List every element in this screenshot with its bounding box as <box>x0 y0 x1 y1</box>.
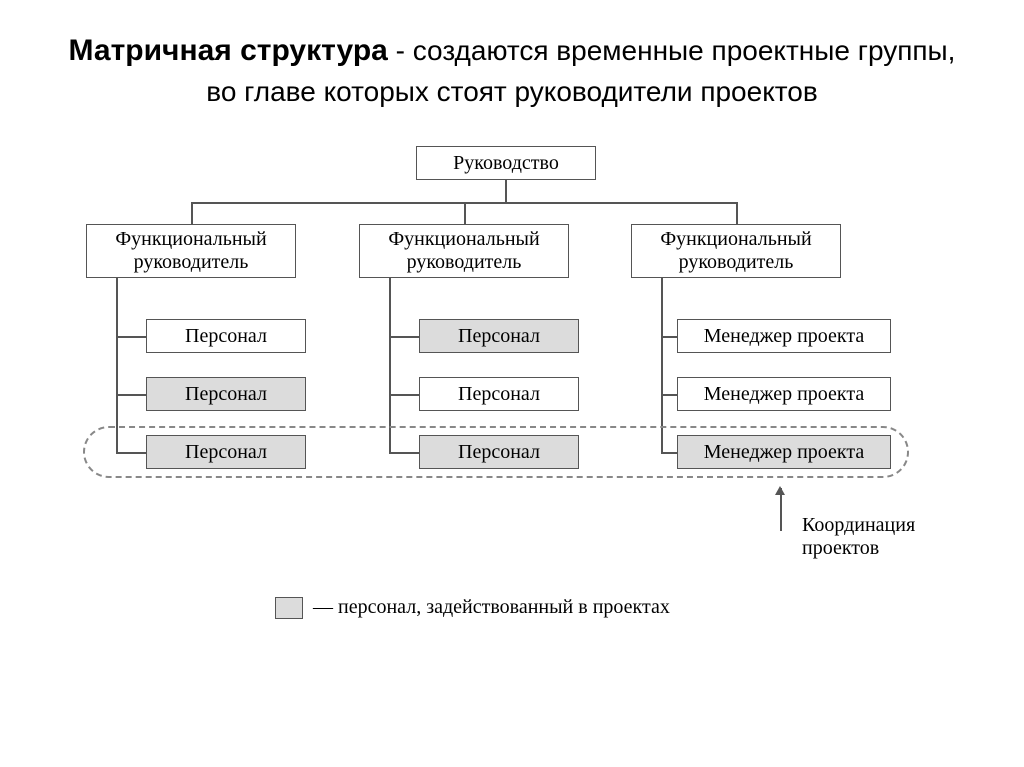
cell-0-0: Персонал <box>146 319 306 353</box>
top-box: Руководство <box>416 146 596 180</box>
func-head-2: Функциональныйруководитель <box>631 224 841 278</box>
org-diagram: Руководство Функциональныйруководитель Пер… <box>0 136 1024 696</box>
title-bold: Матричная структура <box>69 34 388 67</box>
cell-1-1: Персонал <box>419 377 579 411</box>
cell-1-0: Персонал <box>419 319 579 353</box>
legend: — персонал, задействованный в проектах <box>275 596 670 619</box>
coord-arrow-head <box>775 486 785 495</box>
func-head-0: Функциональныйруководитель <box>86 224 296 278</box>
coord-annotation: Координацияпроектов <box>802 514 915 560</box>
cell-0-1: Персонал <box>146 377 306 411</box>
cell-2-1: Менеджер проекта <box>677 377 891 411</box>
page-title: Матричная структура - создаются временны… <box>0 0 1024 136</box>
project-group-outline <box>83 426 909 478</box>
cell-2-0: Менеджер проекта <box>677 319 891 353</box>
legend-text: — персонал, задействованный в проектах <box>313 596 670 619</box>
legend-swatch <box>275 597 303 619</box>
func-head-1: Функциональныйруководитель <box>359 224 569 278</box>
